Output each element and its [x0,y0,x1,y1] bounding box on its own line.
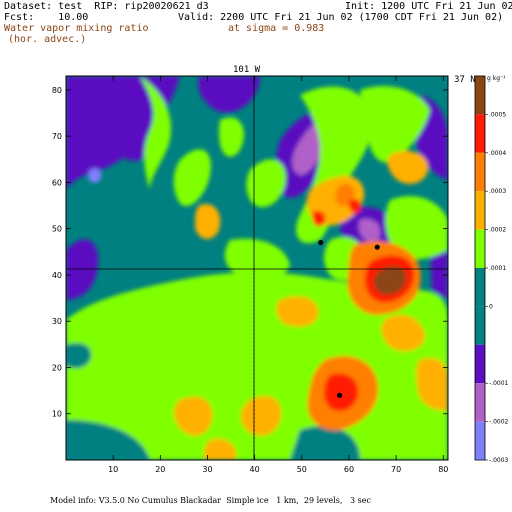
y-tick-label: 10 [52,410,62,419]
y-tick-label: 40 [52,271,62,280]
colorbar-segment [475,114,485,153]
station-dot [336,392,343,398]
axis-ticks: 10 20 30 40 50 60 70 80 10 20 30 40 50 60 70 80 [52,76,448,474]
station-markers [318,239,380,398]
colorbar-label: -.0001 [489,380,509,387]
colorbar-label: -.0002 [489,419,509,426]
colorbar: .0005 .0004 .0003 .0002 .0001 0 -.0001 -.0002 -.… [474,75,509,464]
colorbar-label: .0001 [489,265,506,272]
x-tick-label: 60 [344,465,354,474]
colorbar-label: -.0003 [489,457,509,464]
y-tick-label: 30 [52,317,62,326]
colorbar-label: .0005 [489,111,506,118]
valid-time: Valid: 2200 UTC Fri 21 Jun 02 (1700 CDT … [178,12,504,23]
model-info: Model info: V3.5.0 No Cumulus Blackadar … [50,496,371,505]
colorbar-unit: g kg⁻¹ [487,75,506,82]
colorbar-segment [475,306,485,345]
x-tick-label: 70 [391,465,401,474]
y-tick-label: 50 [52,225,62,234]
colorbar-segment [475,383,485,422]
map-frame [65,75,449,461]
y-tick-label: 20 [52,363,62,372]
station-dot [374,244,380,250]
colorbar-label: .0002 [489,227,506,234]
colorbar-segment [475,191,485,230]
sigma-level: at sigma = 0.983 [228,23,325,34]
y-tick-label: 70 [52,132,62,141]
field-advection: (hor. advec.) [8,34,87,45]
colorbar-segment [475,268,485,307]
colorbar-segment [475,229,485,268]
station-dot [318,239,324,246]
forecast-hour: Fcst: 10.00 [4,12,89,23]
field-shading [66,76,448,460]
colorbar-segment [475,76,485,115]
colorbar-label: .0003 [489,188,506,195]
y-tick-label: 80 [52,86,62,95]
y-tick-label: 60 [52,178,62,187]
colorbar-segment [475,421,485,460]
dataset-label: Dataset: test RIP: rip20020621 d3 [4,1,209,12]
init-time: Init: 1200 UTC Fri 21 Jun 02 [345,1,512,12]
field-name: Water vapor mixing ratio [4,23,149,34]
x-tick-label: 30 [202,465,212,474]
colorbar-segment [475,344,485,384]
colorbar-label: 0 [489,303,493,310]
x-tick-label: 10 [108,465,118,474]
x-tick-label: 20 [155,465,165,474]
x-tick-label: 80 [438,465,448,474]
colorbar-label: .0004 [489,150,506,157]
x-tick-label: 50 [297,465,307,474]
x-tick-label: 40 [250,465,260,474]
latitude-label: 37 N [454,75,476,85]
longitude-label: 101 W [233,65,261,75]
colorbar-segment [475,152,485,192]
